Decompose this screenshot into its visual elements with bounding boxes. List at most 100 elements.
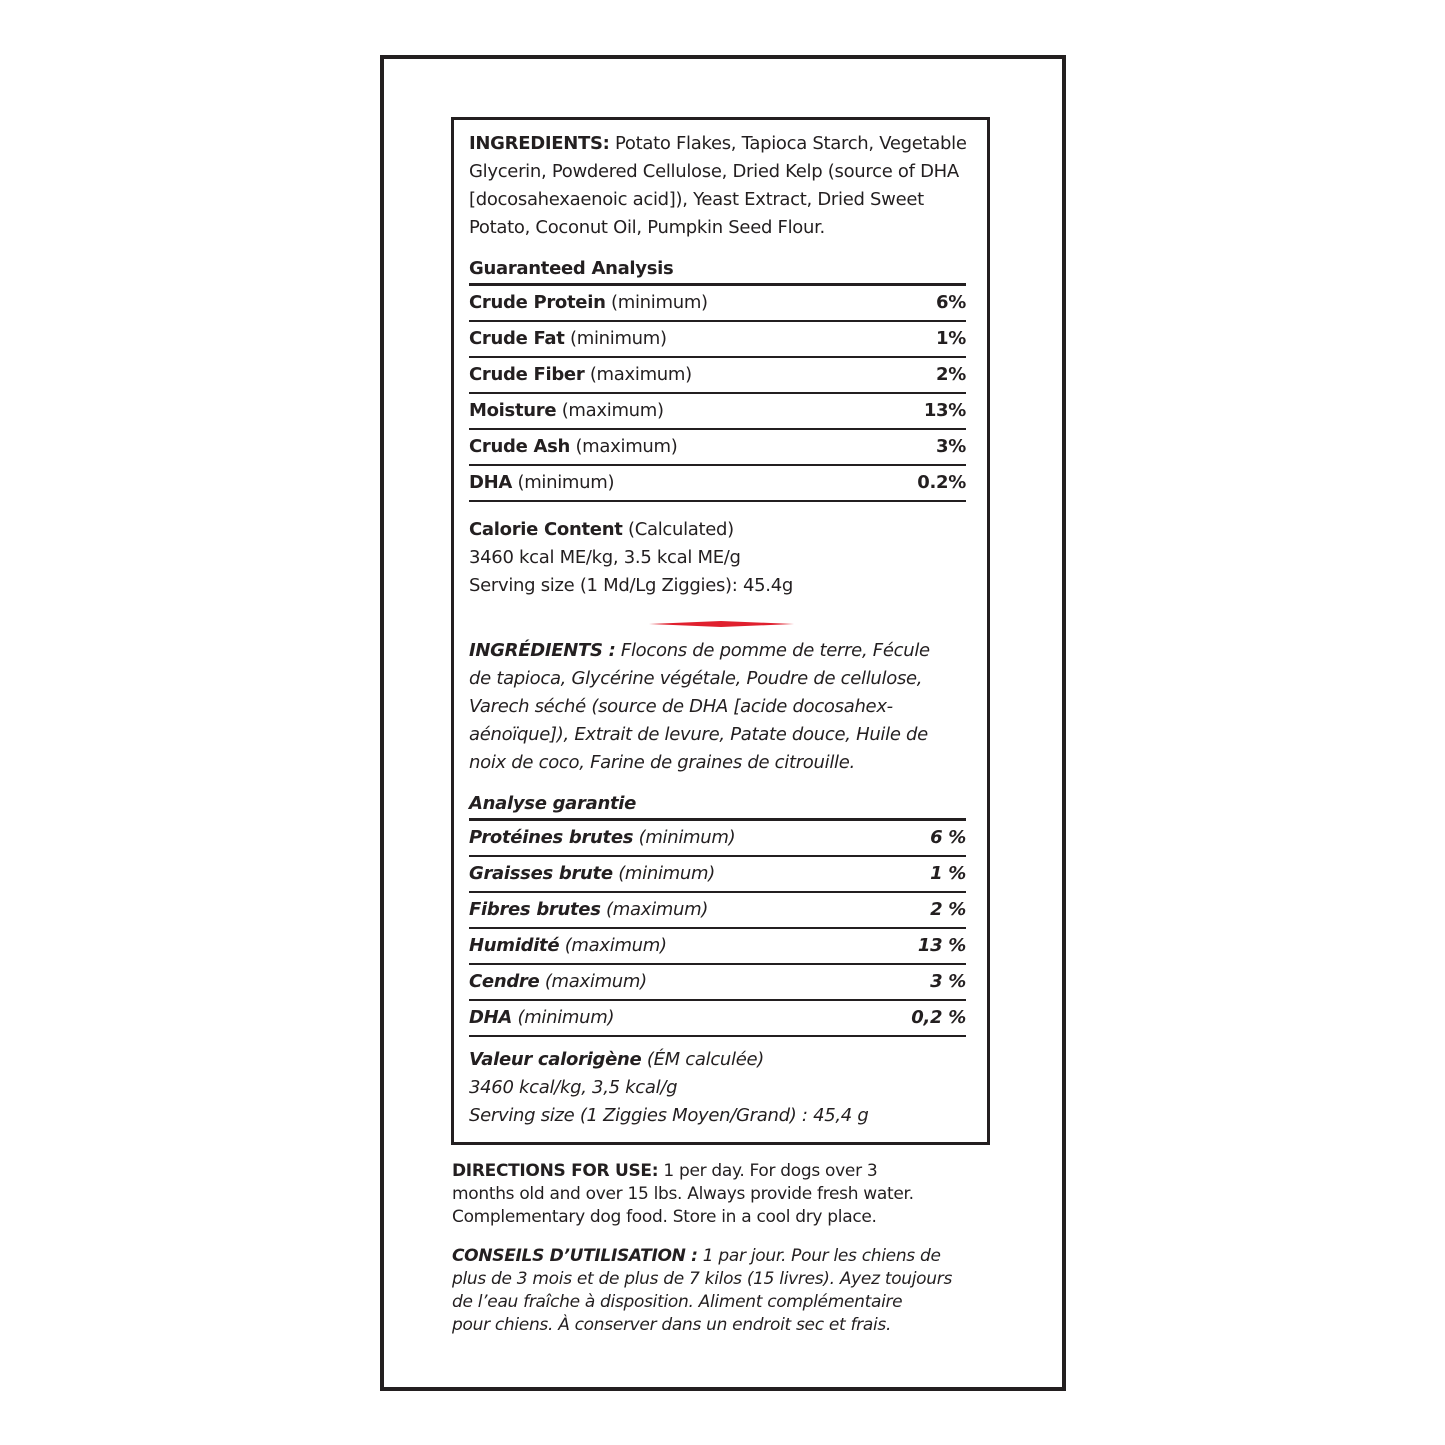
calorie-line: Serving size (1 Md/Lg Ziggies): 45.4g: [469, 575, 793, 596]
nutrient-qualifier: (minimum): [569, 328, 667, 349]
nutrient-qualifier: (minimum): [638, 827, 736, 848]
nutrient-qualifier: (maximum): [606, 899, 709, 920]
text-line: CONSEILS D’UTILISATION : 1 par jour. Pou…: [452, 1245, 1012, 1268]
calorie-heading: Valeur calorigène (ÉM calculée): [469, 1046, 966, 1074]
analysis-row: Crude Fat (minimum) 1%: [469, 322, 966, 358]
text-content: 1 per day. For dogs over 3: [663, 1161, 878, 1181]
analysis-title: Analyse garantie: [469, 790, 966, 821]
text-content: Potato Flakes, Tapioca Starch, Vegetable: [614, 133, 967, 154]
nutrient-qualifier: (maximum): [564, 935, 667, 956]
nutrient-name: DHA: [469, 1007, 513, 1028]
text-line: Complementary dog food. Store in a cool …: [452, 1206, 1012, 1229]
analysis-fr: Analyse garantie Protéines brutes (minimu…: [469, 790, 966, 1037]
calorie-qualifier: (Calculated): [627, 519, 734, 540]
analysis-row: Crude Ash (maximum) 3%: [469, 430, 966, 466]
red-divider: [649, 621, 794, 627]
ingredients-fr: INGRÉDIENTS : Flocons de pomme de terre,…: [469, 637, 966, 777]
analysis-row: Humidité (maximum) 13 %: [469, 929, 966, 965]
text-content: Flocons de pomme de terre, Fécule: [620, 640, 930, 661]
calorie-en: Calorie Content (Calculated) 3460 kcal ME…: [469, 516, 966, 600]
text-content: plus de 3 mois et de plus de 7 kilos (15…: [452, 1269, 953, 1289]
nutrient: Humidité (maximum): [469, 929, 667, 963]
nutrient-name: Humidité: [469, 935, 560, 956]
text-line: Glycerin, Powdered Cellulose, Dried Kelp…: [469, 158, 966, 186]
nutrient: Moisture (maximum): [469, 394, 664, 428]
text-content: aénoïque]), Extrait de levure, Patate do…: [469, 724, 928, 745]
section-label: DIRECTIONS FOR USE:: [452, 1161, 659, 1181]
nutrient-qualifier: (maximum): [561, 400, 664, 421]
nutrient-value: 13%: [923, 400, 966, 421]
nutrient-qualifier: (maximum): [575, 436, 678, 457]
directions-en: DIRECTIONS FOR USE: 1 per day. For dogs …: [452, 1160, 1012, 1229]
analysis-row: Cendre (maximum) 3 %: [469, 965, 966, 1001]
text-line: [docosahexaenoic acid]), Yeast Extract, …: [469, 186, 966, 214]
text-line: noix de coco, Farine de graines de citro…: [469, 749, 966, 777]
text-line: DIRECTIONS FOR USE: 1 per day. For dogs …: [452, 1160, 1012, 1183]
text-content: Potato, Coconut Oil, Pumpkin Seed Flour.: [469, 217, 825, 238]
text-line: Varech séché (source de DHA [acide docos…: [469, 693, 966, 721]
calorie-qualifier: (ÉM calculée): [646, 1049, 765, 1070]
nutrient-qualifier: (maximum): [589, 364, 692, 385]
nutrient-name: Moisture: [469, 400, 557, 421]
analysis-en: Guaranteed Analysis Crude Protein (minimu…: [469, 255, 966, 502]
text-line: plus de 3 mois et de plus de 7 kilos (15…: [452, 1268, 1012, 1291]
text-line: de l’eau fraîche à disposition. Aliment …: [452, 1291, 1012, 1314]
text-content: [docosahexaenoic acid]), Yeast Extract, …: [469, 189, 924, 210]
analysis-row: DHA (minimum) 0,2 %: [469, 1001, 966, 1037]
section-label: INGRÉDIENTS :: [469, 640, 616, 661]
nutrient-qualifier: (minimum): [517, 472, 615, 493]
nutrient-value: 1 %: [930, 863, 966, 884]
text-line: aénoïque]), Extrait de levure, Patate do…: [469, 721, 966, 749]
nutrient-name: Crude Fat: [469, 328, 565, 349]
nutrient-name: Fibres brutes: [469, 899, 601, 920]
nutrient-name: Protéines brutes: [469, 827, 634, 848]
nutrient: Cendre (maximum): [469, 965, 647, 999]
analysis-row: Protéines brutes (minimum) 6 %: [469, 821, 966, 857]
calorie-fr: Valeur calorigène (ÉM calculée) 3460 kcal…: [469, 1046, 966, 1130]
calorie-label: Calorie Content: [469, 519, 623, 540]
nutrient: Crude Ash (maximum): [469, 430, 678, 464]
section-label: CONSEILS D’UTILISATION :: [452, 1246, 698, 1266]
calorie-line: 3460 kcal ME/kg, 3.5 kcal ME/g: [469, 547, 741, 568]
calorie-line: Serving size (1 Ziggies Moyen/Grand) : 4…: [469, 1105, 869, 1126]
text-content: Glycerin, Powdered Cellulose, Dried Kelp…: [469, 161, 959, 182]
analysis-row: DHA (minimum) 0.2%: [469, 466, 966, 502]
nutrient-value: 2%: [936, 364, 966, 385]
text-content: de l’eau fraîche à disposition. Aliment …: [452, 1292, 903, 1312]
text-content: Varech séché (source de DHA [acide docos…: [469, 696, 893, 717]
text-line: de tapioca, Glycérine végétale, Poudre d…: [469, 665, 966, 693]
nutrient-value: 1%: [936, 328, 966, 349]
nutrient-name: Crude Ash: [469, 436, 571, 457]
directions-fr: CONSEILS D’UTILISATION : 1 par jour. Pou…: [452, 1245, 1012, 1337]
nutrient-qualifier: (minimum): [611, 292, 708, 313]
text-content: noix de coco, Farine de graines de citro…: [469, 752, 855, 773]
text-line: INGRÉDIENTS : Flocons de pomme de terre,…: [469, 637, 966, 665]
nutrient-name: Graisses brute: [469, 863, 613, 884]
text-line: pour chiens. À conserver dans un endroit…: [452, 1314, 1012, 1337]
nutrient: Fibres brutes (maximum): [469, 893, 708, 927]
text-content: Complementary dog food. Store in a cool …: [452, 1207, 877, 1227]
ingredients-en: INGREDIENTS: Potato Flakes, Tapioca Star…: [469, 130, 967, 242]
calorie-line: 3460 kcal/kg, 3,5 kcal/g: [469, 1077, 678, 1098]
text-content: de tapioca, Glycérine végétale, Poudre d…: [469, 668, 923, 689]
nutrient-value: 13 %: [917, 935, 966, 956]
text-content: 1 par jour. Pour les chiens de: [702, 1246, 941, 1266]
nutrient: Crude Protein (minimum): [469, 286, 708, 320]
nutrient-value: 6 %: [930, 827, 966, 848]
nutrient-value: 3%: [936, 436, 966, 457]
nutrient: DHA (minimum): [469, 466, 615, 500]
calorie-heading: Calorie Content (Calculated): [469, 516, 966, 544]
nutrient-value: 0,2 %: [911, 1007, 966, 1028]
section-label: INGREDIENTS:: [469, 133, 610, 154]
nutrient-qualifier: (minimum): [517, 1007, 615, 1028]
nutrient: Crude Fat (minimum): [469, 322, 667, 356]
nutrient-value: 3 %: [930, 971, 966, 992]
nutrient-name: Cendre: [469, 971, 540, 992]
nutrient-value: 6%: [936, 292, 966, 313]
nutrient: Crude Fiber (maximum): [469, 358, 692, 392]
nutrition-panel-border: [451, 117, 990, 1145]
nutrient: Graisses brute (minimum): [469, 857, 715, 891]
nutrient-value: 0.2%: [917, 472, 966, 493]
analysis-row: Fibres brutes (maximum) 2 %: [469, 893, 966, 929]
nutrient-name: Crude Fiber: [469, 364, 585, 385]
